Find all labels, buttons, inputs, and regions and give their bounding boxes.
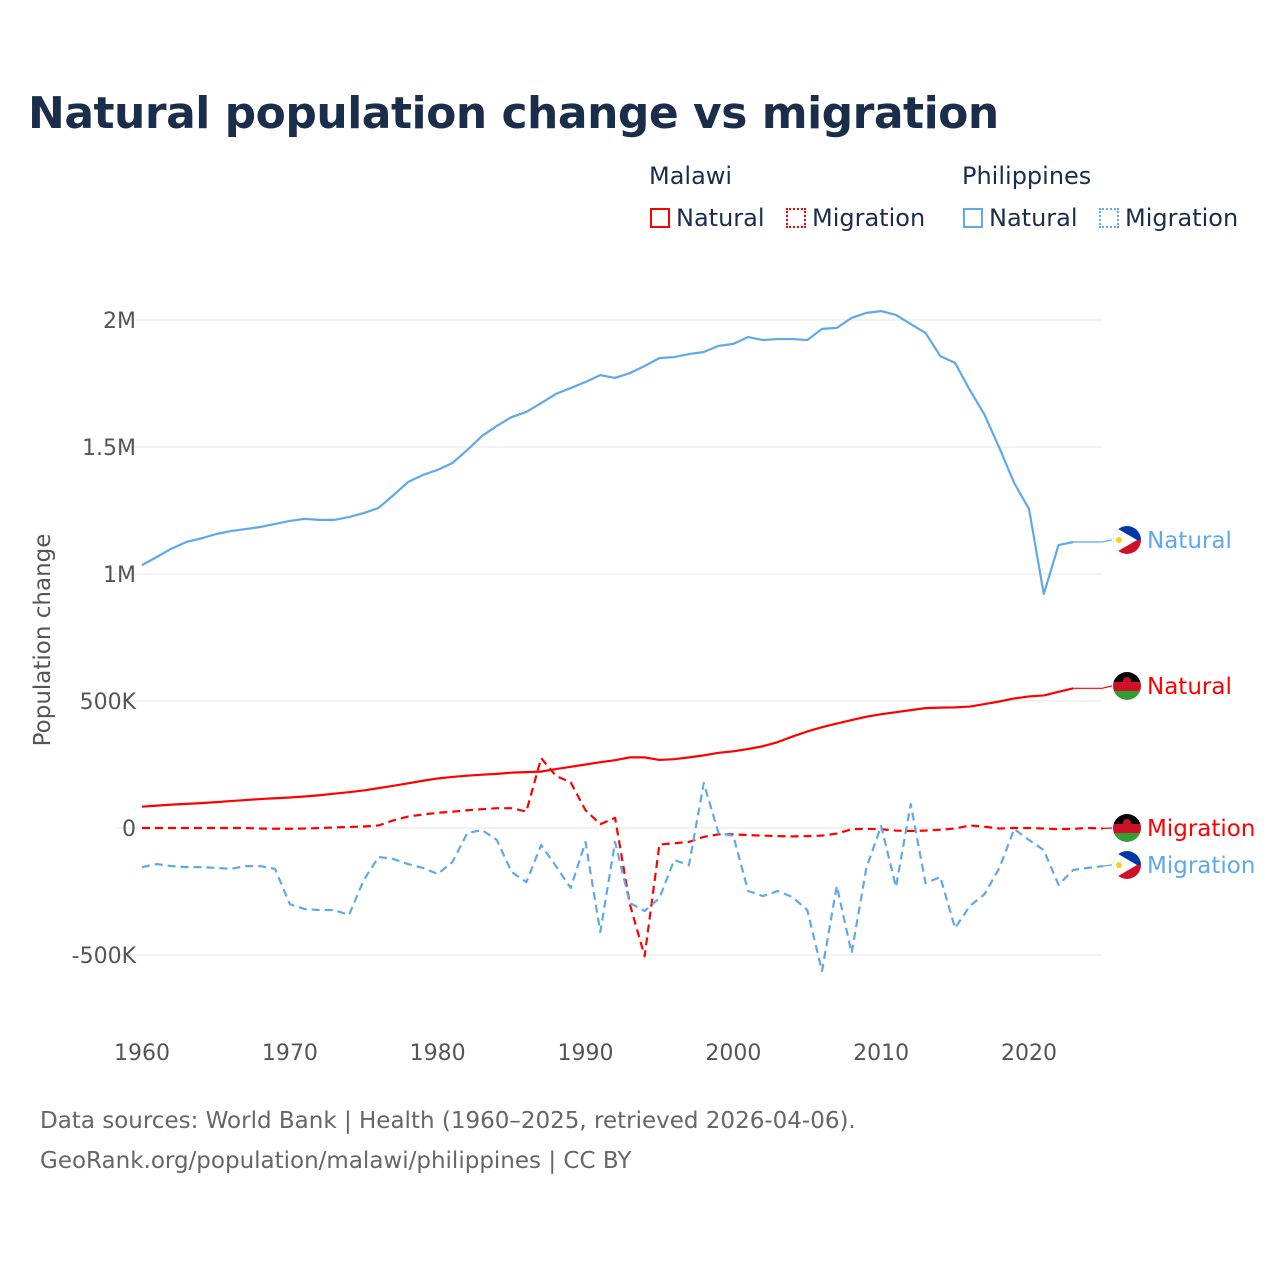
y-tick-label: -500K [72,944,137,969]
label-connector [1101,827,1113,830]
legend-label: Natural [989,204,1078,232]
flag-stripe [1113,824,1141,833]
legend-label: Migration [812,204,926,232]
chart-title: Natural population change vs migration [28,88,999,139]
legend-item-philippines-migration[interactable]: Migration [1099,204,1238,232]
series-end-label: Natural [1147,674,1232,700]
legend-swatch-solid-red [650,208,670,228]
flag-triangle [1113,851,1137,879]
series-end-label: Natural [1147,528,1232,554]
malawi-flag-icon [1113,672,1141,700]
flag-sun [1123,819,1131,827]
y-axis-label: Population change [30,534,56,747]
y-tick-label: 1M [103,563,136,588]
label-connector [1073,685,1113,689]
legend-label: Natural [676,204,765,232]
flag-stripe [1113,682,1141,691]
philippines-flag-icon [1113,526,1141,554]
x-tick-label: 2010 [853,1041,909,1066]
flag-stripe [1113,691,1141,700]
malawi-flag-icon [1113,814,1141,842]
legend-item-philippines-natural[interactable]: Natural [963,204,1078,232]
legend-swatch-solid-blue [963,208,983,228]
legend-item-malawi-natural[interactable]: Natural [650,204,765,232]
legend-group-malawi: Malawi [649,162,733,190]
legend-swatch-dotted-blue [1099,208,1119,228]
x-tick-label: 2020 [1001,1041,1057,1066]
y-tick-label: 0 [122,817,136,842]
legend-item-malawi-migration[interactable]: Migration [786,204,925,232]
y-tick-label: 500K [80,690,137,715]
y-tick-label: 1.5M [82,436,136,461]
x-tick-label: 2000 [705,1041,761,1066]
flag-stripe [1113,833,1141,842]
legend-group-philippines: Philippines [962,162,1092,190]
legend-label: Migration [1125,204,1239,232]
series-line-philippines-migration [141,781,1104,973]
x-tick-label: 1970 [262,1041,318,1066]
flag-triangle [1113,526,1137,554]
series-line-malawi-natural [141,687,1074,808]
x-tick-label: 1990 [558,1041,614,1066]
label-connector [1101,864,1113,867]
footer-sources: Data sources: World Bank | Health (1960–… [40,1108,856,1134]
flag-sun [1116,862,1122,868]
label-connector [1073,539,1113,543]
series-line-philippines-natural [141,310,1074,596]
x-tick-label: 1980 [410,1041,466,1066]
series-line-malawi-migration [142,757,1103,958]
footer-attribution: GeoRank.org/population/malawi/philippine… [40,1148,632,1174]
y-tick-label: 2M [103,309,136,334]
flag-sun [1116,537,1122,543]
x-tick-label: 1960 [114,1041,170,1066]
flag-sun [1123,677,1131,685]
series-end-label: Migration [1147,816,1255,842]
philippines-flag-icon [1113,851,1141,879]
legend-swatch-dotted-red [786,208,806,228]
series-end-label: Migration [1147,853,1255,879]
